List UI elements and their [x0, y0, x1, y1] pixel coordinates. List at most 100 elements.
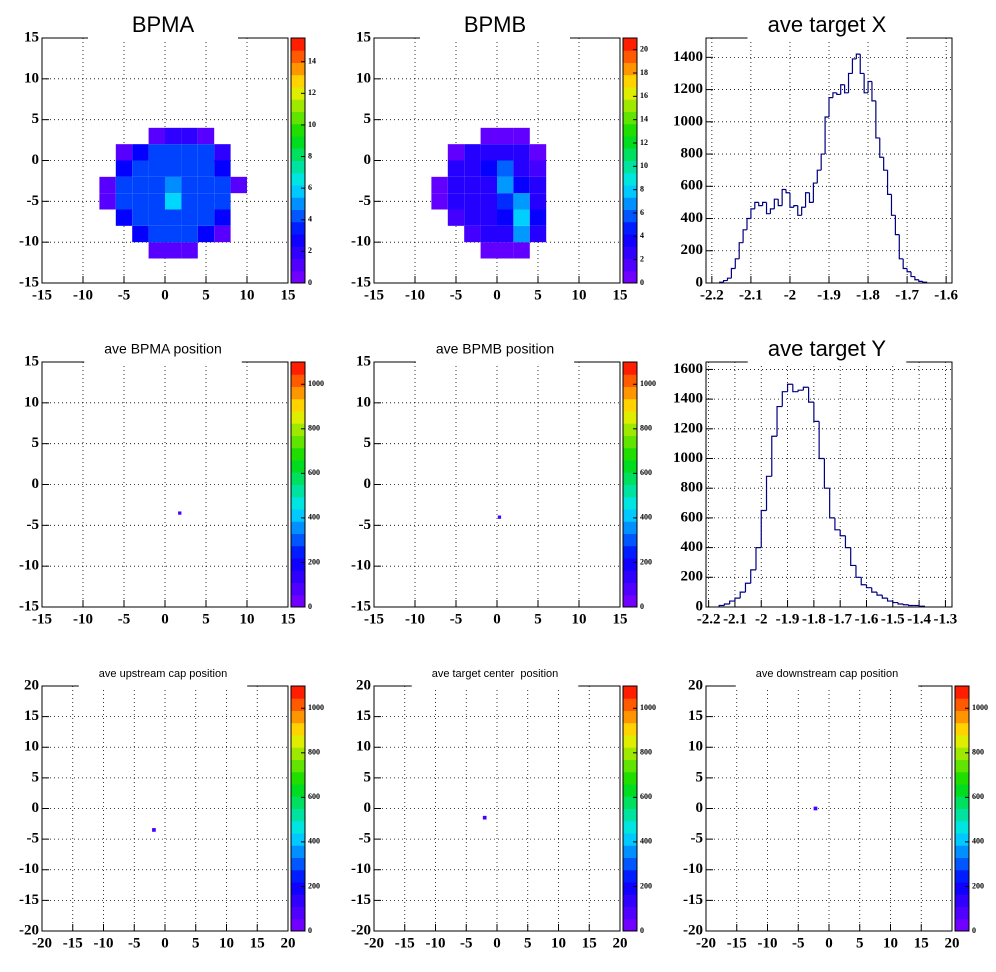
colorbar-band: [623, 735, 637, 748]
colorbar-band: [955, 808, 969, 822]
x-tick-label: 15: [914, 935, 929, 951]
heat-cell: [115, 209, 133, 226]
colorbar-band: [623, 172, 637, 186]
x-tick-label: -10: [73, 287, 93, 303]
chart-title: ave downstream cap position: [756, 668, 898, 680]
colorbar-label: 0: [640, 602, 644, 611]
y-tick-label: 10: [356, 70, 371, 86]
x-tick-label: 0: [493, 611, 501, 627]
x-tick-label: -2.2: [697, 611, 721, 627]
y-tick-label: -5: [27, 517, 40, 533]
colorbar-band: [291, 460, 305, 473]
y-tick-label: 0: [696, 274, 704, 290]
y-tick-label: 400: [681, 539, 704, 555]
x-tick-label: 5: [856, 935, 864, 951]
heat-cell: [165, 176, 182, 194]
heat-cell: [497, 176, 514, 194]
colorbar-band: [291, 759, 305, 773]
y-tick-label: 800: [681, 145, 704, 161]
histogram-bin: [758, 202, 763, 207]
heat-cell: [178, 511, 182, 515]
histogram-bin: [793, 205, 798, 208]
colorbar-band: [623, 148, 637, 161]
colorbar-band: [955, 698, 969, 711]
y-tick-label: 10: [356, 739, 371, 755]
y-tick-label: 0: [696, 598, 704, 614]
panel: -2.2 -2.1 -2 -1.9 -1.8 -1.7 -1.6 -1.5 -1.4 -1.3 0 2…: [673, 336, 957, 628]
y-tick-label: -20: [19, 922, 39, 938]
x-tick-label: -5: [118, 611, 131, 627]
histogram-bin: [836, 92, 841, 96]
heat-cell: [497, 127, 514, 145]
colorbar-band: [623, 845, 637, 858]
colorbar-band: [291, 62, 305, 76]
panel: -20 -15 -10 -5 0 5 10 15 20-20-15-10-50510152002…: [683, 660, 988, 951]
colorbar-label: 1000: [640, 379, 656, 388]
x-tick-label: -15: [727, 935, 747, 951]
histogram-bin: [910, 271, 915, 278]
chart-title: ave BPMB position: [436, 341, 554, 357]
heat-cell: [464, 193, 481, 210]
histogram-bin: [802, 386, 809, 391]
y-tick-label: 1000: [673, 450, 703, 466]
x-tick-label: 0: [493, 935, 501, 951]
y-tick-label: 10: [24, 70, 39, 86]
colorbar-band: [623, 411, 637, 424]
y-tick-label: 10: [24, 394, 39, 410]
histogram-bin: [839, 529, 846, 537]
heat-cell: [813, 806, 818, 811]
heat-cell: [148, 209, 165, 226]
colorbar-band: [955, 759, 969, 773]
colorbar-band: [291, 833, 305, 846]
colorbar-band: [291, 447, 305, 461]
panel: -20 -15 -10 -5 0 5 10 15 20-20-15-10-50510152002…: [19, 660, 324, 951]
colorbar-band: [291, 185, 305, 198]
heat-cell: [447, 144, 465, 161]
colorbar-band: [623, 123, 637, 137]
heat-cell: [497, 225, 514, 243]
x-tick-label: 10: [219, 935, 234, 951]
colorbar-band: [291, 582, 305, 596]
colorbar-band: [291, 472, 305, 485]
heat-cell: [181, 176, 198, 194]
heat-cell: [214, 176, 231, 194]
colorbar-band: [291, 484, 305, 498]
heat-cell: [480, 242, 497, 259]
x-tick-label: -5: [460, 935, 473, 951]
histogram-bin: [776, 405, 783, 437]
histogram-bin: [907, 604, 914, 607]
histogram-bin: [754, 201, 759, 209]
x-tick-label: 20: [945, 935, 960, 951]
colorbar-band: [291, 857, 305, 871]
colorbar-label: 1000: [972, 703, 988, 712]
histogram-bin: [750, 208, 755, 219]
x-tick-label: -10: [758, 935, 778, 951]
histogram-bin: [722, 279, 728, 283]
colorbar-label: 800: [308, 424, 320, 433]
panel: -20 -15 -10 -5 0 5 10 15 20-20-15-10-50510152002…: [351, 660, 656, 951]
colorbar-band: [955, 747, 969, 760]
chart-title: BPMB: [464, 12, 526, 37]
histogram-bin: [902, 604, 909, 606]
colorbar-band: [291, 735, 305, 748]
colorbar-band: [623, 160, 637, 174]
colorbar-band: [291, 374, 305, 387]
heat-cell: [148, 127, 165, 145]
heat-cell: [513, 242, 530, 259]
heat-cell: [513, 144, 530, 161]
y-tick-label: 0: [32, 476, 40, 492]
heat-cell: [132, 193, 149, 210]
colorbar-band: [291, 50, 305, 63]
x-tick-label: 15: [281, 611, 296, 627]
histogram-bin: [851, 58, 857, 74]
colorbar-band: [291, 234, 305, 247]
histogram-bin: [844, 535, 851, 549]
y-tick-label: 600: [681, 178, 704, 194]
colorbar-band: [955, 845, 969, 858]
histogram-bin: [834, 517, 841, 531]
heat-cell: [181, 193, 198, 210]
colorbar-band: [955, 894, 969, 907]
x-tick-label: 0: [825, 935, 833, 951]
y-tick-label: 5: [32, 769, 40, 785]
